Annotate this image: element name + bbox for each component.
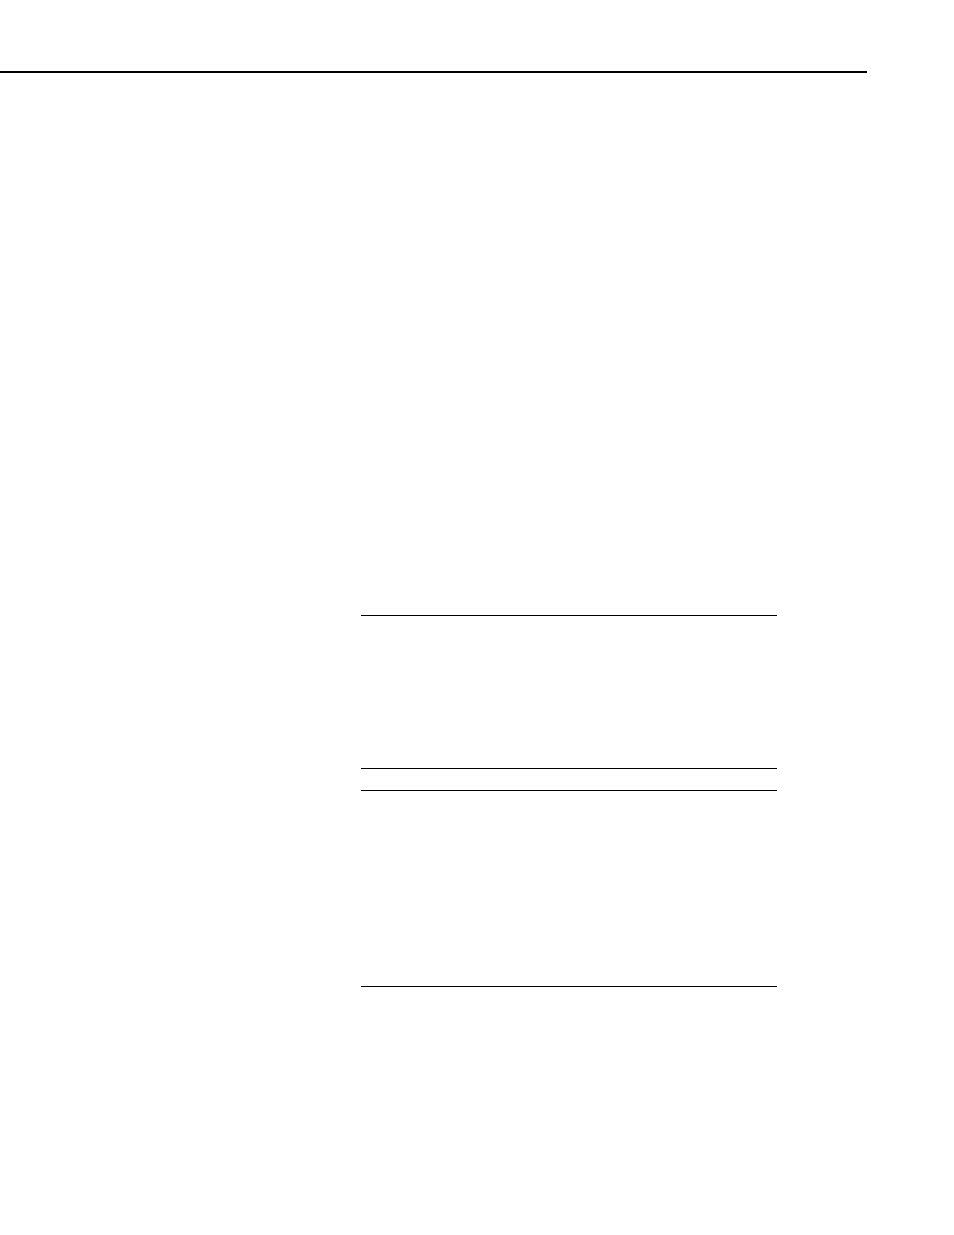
horizontal-rule-mid-4 [361,986,777,987]
horizontal-rule-mid-1 [361,615,777,616]
horizontal-rule-top [0,71,867,73]
horizontal-rule-mid-2 [361,768,777,769]
horizontal-rule-mid-3 [361,790,777,791]
